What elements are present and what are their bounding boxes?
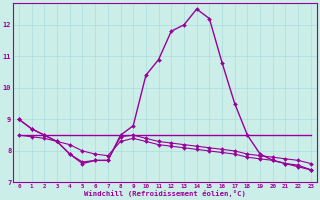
- X-axis label: Windchill (Refroidissement éolien,°C): Windchill (Refroidissement éolien,°C): [84, 190, 246, 197]
